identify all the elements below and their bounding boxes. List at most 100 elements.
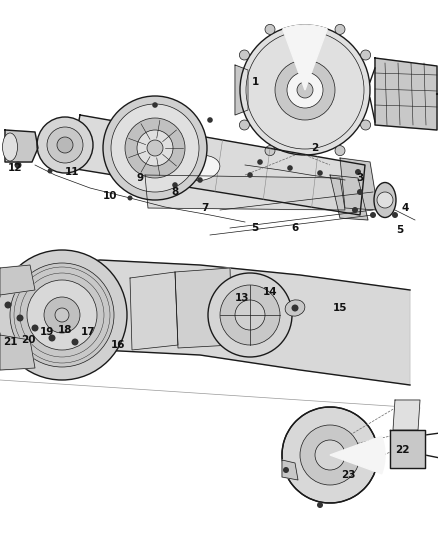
Polygon shape: [175, 268, 232, 348]
Circle shape: [55, 308, 69, 322]
Text: 11: 11: [65, 167, 79, 177]
Text: 17: 17: [81, 327, 95, 337]
Circle shape: [287, 72, 323, 108]
Circle shape: [297, 82, 313, 98]
Text: 3: 3: [357, 173, 364, 183]
Text: 18: 18: [58, 325, 72, 335]
Circle shape: [220, 285, 280, 345]
Text: 7: 7: [201, 203, 208, 213]
Ellipse shape: [285, 300, 305, 316]
Polygon shape: [330, 175, 368, 220]
Circle shape: [172, 182, 178, 188]
Polygon shape: [145, 175, 345, 210]
Circle shape: [355, 169, 361, 175]
Text: 13: 13: [235, 293, 249, 303]
Circle shape: [360, 120, 371, 130]
Circle shape: [208, 273, 292, 357]
Circle shape: [207, 117, 213, 123]
Circle shape: [37, 117, 93, 173]
Text: 5: 5: [396, 225, 404, 235]
Circle shape: [137, 130, 173, 166]
Text: 5: 5: [251, 223, 258, 233]
Circle shape: [44, 297, 80, 333]
Polygon shape: [340, 158, 378, 210]
Circle shape: [300, 425, 360, 485]
Polygon shape: [0, 265, 35, 295]
Circle shape: [377, 192, 393, 208]
Circle shape: [357, 189, 363, 195]
Text: 19: 19: [40, 327, 54, 337]
Text: 2: 2: [311, 143, 318, 153]
Circle shape: [235, 300, 265, 330]
Circle shape: [240, 120, 249, 130]
Wedge shape: [330, 436, 385, 474]
Wedge shape: [283, 25, 327, 90]
Circle shape: [240, 50, 249, 60]
Ellipse shape: [180, 155, 220, 181]
Polygon shape: [70, 115, 365, 215]
Text: 12: 12: [8, 163, 22, 173]
Circle shape: [71, 338, 78, 345]
Text: 9: 9: [137, 173, 144, 183]
Circle shape: [197, 177, 203, 183]
Text: 4: 4: [401, 203, 409, 213]
Circle shape: [275, 60, 335, 120]
Circle shape: [240, 25, 370, 155]
Text: 6: 6: [291, 223, 299, 233]
Circle shape: [4, 302, 11, 309]
Circle shape: [0, 250, 127, 380]
Circle shape: [103, 96, 207, 200]
Text: 22: 22: [395, 445, 409, 455]
Polygon shape: [375, 58, 437, 130]
Text: 21: 21: [3, 337, 17, 347]
Circle shape: [370, 212, 376, 218]
Circle shape: [49, 335, 56, 342]
Circle shape: [127, 196, 133, 200]
Circle shape: [335, 146, 345, 156]
Circle shape: [147, 140, 163, 156]
Circle shape: [257, 159, 263, 165]
Circle shape: [152, 102, 158, 108]
Circle shape: [292, 304, 299, 311]
Polygon shape: [235, 65, 248, 115]
Circle shape: [282, 407, 378, 503]
Circle shape: [352, 207, 358, 213]
Circle shape: [265, 146, 275, 156]
Polygon shape: [0, 260, 410, 385]
Circle shape: [125, 118, 185, 178]
Circle shape: [27, 280, 97, 350]
Text: 16: 16: [111, 340, 125, 350]
Circle shape: [360, 50, 371, 60]
Circle shape: [392, 212, 398, 218]
Circle shape: [47, 168, 53, 174]
Text: 1: 1: [251, 77, 258, 87]
Circle shape: [10, 263, 114, 367]
Polygon shape: [0, 335, 35, 370]
Text: 10: 10: [103, 191, 117, 201]
Polygon shape: [282, 460, 298, 480]
Polygon shape: [5, 130, 38, 162]
Circle shape: [57, 137, 73, 153]
Circle shape: [283, 467, 289, 473]
Text: 8: 8: [171, 187, 179, 197]
Circle shape: [335, 25, 345, 34]
Polygon shape: [393, 400, 420, 430]
Circle shape: [317, 170, 323, 176]
Circle shape: [32, 325, 39, 332]
Text: 20: 20: [21, 335, 35, 345]
Circle shape: [47, 127, 83, 163]
Circle shape: [315, 440, 345, 470]
Ellipse shape: [374, 182, 396, 217]
Circle shape: [317, 502, 323, 508]
Polygon shape: [130, 272, 178, 350]
Circle shape: [265, 25, 275, 34]
Text: 15: 15: [333, 303, 347, 313]
Circle shape: [247, 172, 253, 178]
Circle shape: [111, 104, 199, 192]
Circle shape: [14, 161, 21, 168]
Ellipse shape: [3, 133, 18, 161]
Circle shape: [17, 314, 24, 321]
Polygon shape: [390, 430, 425, 468]
Circle shape: [287, 165, 293, 171]
Text: 23: 23: [341, 470, 355, 480]
